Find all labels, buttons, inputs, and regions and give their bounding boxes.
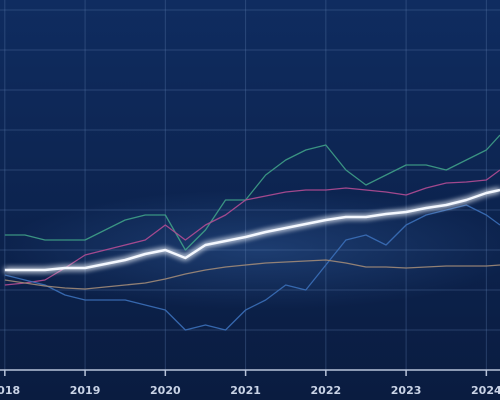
x-tick-label: 2018	[0, 384, 20, 397]
grid	[0, 0, 500, 370]
lines	[4, 134, 500, 331]
x-tick-label: 2021	[230, 384, 261, 397]
series-line	[4, 169, 500, 286]
series-line	[4, 188, 500, 272]
x-axis: 2018 2019 2020 2021 2022 2023 2024	[0, 369, 500, 397]
series-line	[4, 259, 500, 290]
x-tick-label: 2023	[391, 384, 422, 397]
x-tick-label: 2020	[150, 384, 181, 397]
series-line	[4, 134, 500, 251]
x-tick-label: 2024	[471, 384, 500, 397]
series-line	[4, 204, 500, 331]
x-tick-label: 2022	[311, 384, 342, 397]
x-tick-label: 2019	[70, 384, 101, 397]
